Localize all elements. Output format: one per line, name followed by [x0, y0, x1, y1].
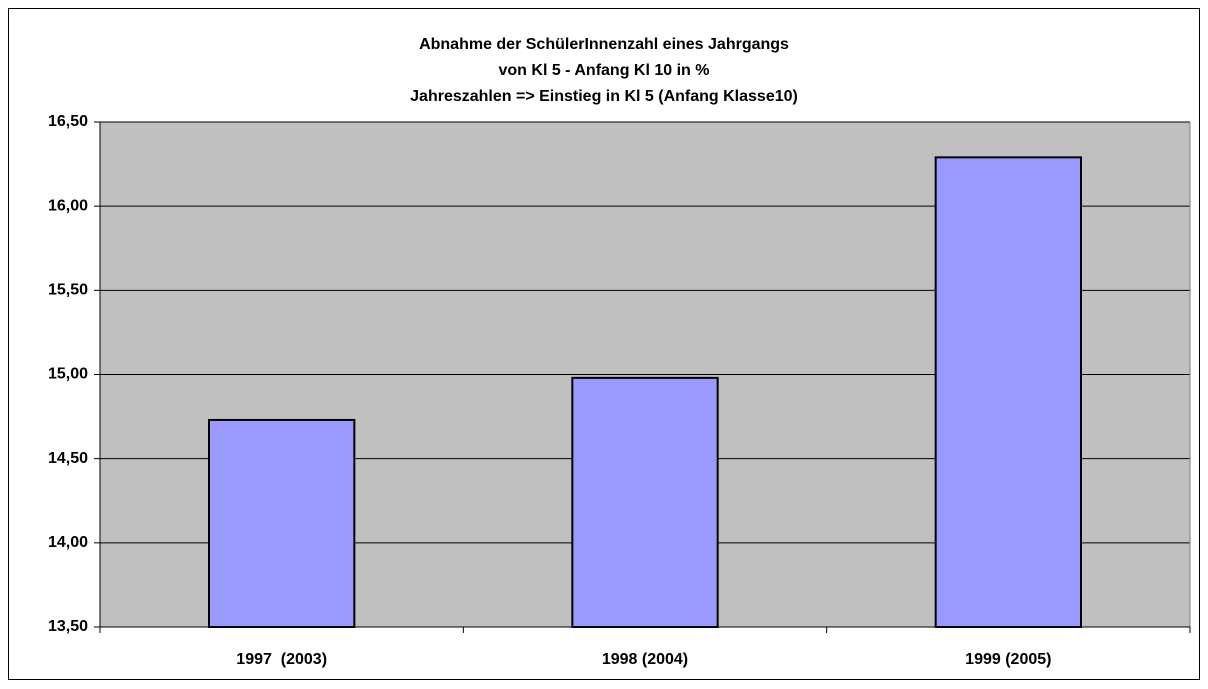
x-tick-label: 1999 (2005) — [965, 651, 1051, 668]
chart-title: Abnahme der SchülerInnenzahl eines Jahrg… — [419, 36, 789, 53]
y-tick-label: 15,00 — [48, 366, 88, 383]
bar — [571, 376, 719, 628]
bar — [208, 418, 356, 629]
y-tick-label: 15,50 — [48, 282, 88, 299]
chart-title: Jahreszahlen => Einstieg in Kl 5 (Anfang… — [410, 88, 798, 105]
x-tick-label: 1997 (2003) — [236, 651, 327, 668]
y-tick-label: 16,50 — [48, 113, 88, 130]
chart-title: von Kl 5 - Anfang Kl 10 in % — [499, 62, 710, 79]
y-tick-label: 13,50 — [48, 618, 88, 635]
y-tick-label: 16,00 — [48, 197, 88, 214]
y-tick-label: 14,00 — [48, 534, 88, 551]
y-tick-label: 14,50 — [48, 450, 88, 467]
x-tick-label: 1998 (2004) — [602, 651, 688, 668]
bar — [934, 156, 1083, 628]
